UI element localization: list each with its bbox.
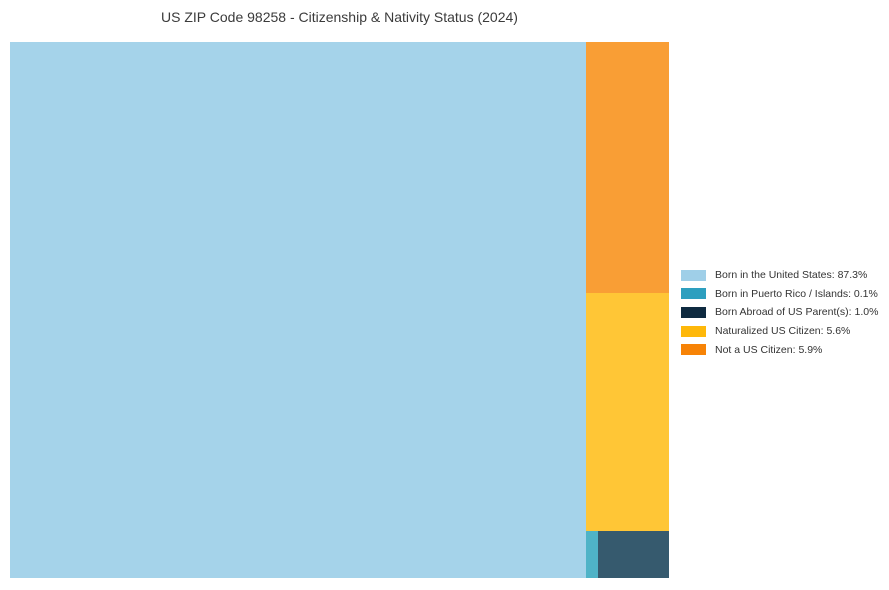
legend-swatch-born-abroad <box>681 306 706 318</box>
treemap-chart <box>10 42 669 578</box>
legend-label-born-abroad: Born Abroad of US Parent(s): 1.0% <box>715 306 879 319</box>
legend-label-naturalized-citizen: Naturalized US Citizen: 5.6% <box>715 325 851 338</box>
legend-item-born-in-us: Born in the United States: 87.3% <box>681 266 878 285</box>
treemap-cell-naturalized-citizen <box>585 292 669 532</box>
treemap-cell-born-puerto-rico <box>585 531 598 578</box>
legend-label-born-puerto-rico: Born in Puerto Rico / Islands: 0.1% <box>715 287 878 300</box>
legend-label-not-a-us-citizen: Not a US Citizen: 5.9% <box>715 343 823 356</box>
legend-item-naturalized-citizen: Naturalized US Citizen: 5.6% <box>681 322 878 341</box>
legend-item-not-a-us-citizen: Not a US Citizen: 5.9% <box>681 340 878 359</box>
legend-swatch-naturalized-citizen <box>681 325 706 337</box>
treemap-cell-not-a-us-citizen <box>585 42 669 293</box>
legend-swatch-not-a-us-citizen <box>681 344 706 356</box>
treemap-cell-born-abroad <box>597 531 669 578</box>
legend-swatch-born-in-us <box>681 269 706 281</box>
legend-item-born-puerto-rico: Born in Puerto Rico / Islands: 0.1% <box>681 285 878 304</box>
legend-swatch-born-puerto-rico <box>681 288 706 300</box>
treemap-bottom-row <box>585 531 669 578</box>
chart-legend: Born in the United States: 87.3% Born in… <box>681 266 878 359</box>
legend-label-born-in-us: Born in the United States: 87.3% <box>715 269 868 282</box>
treemap-cell-born-in-us <box>10 42 586 578</box>
legend-item-born-abroad: Born Abroad of US Parent(s): 1.0% <box>681 303 878 322</box>
chart-title: US ZIP Code 98258 - Citizenship & Nativi… <box>161 9 518 25</box>
treemap-right-column <box>585 42 669 578</box>
